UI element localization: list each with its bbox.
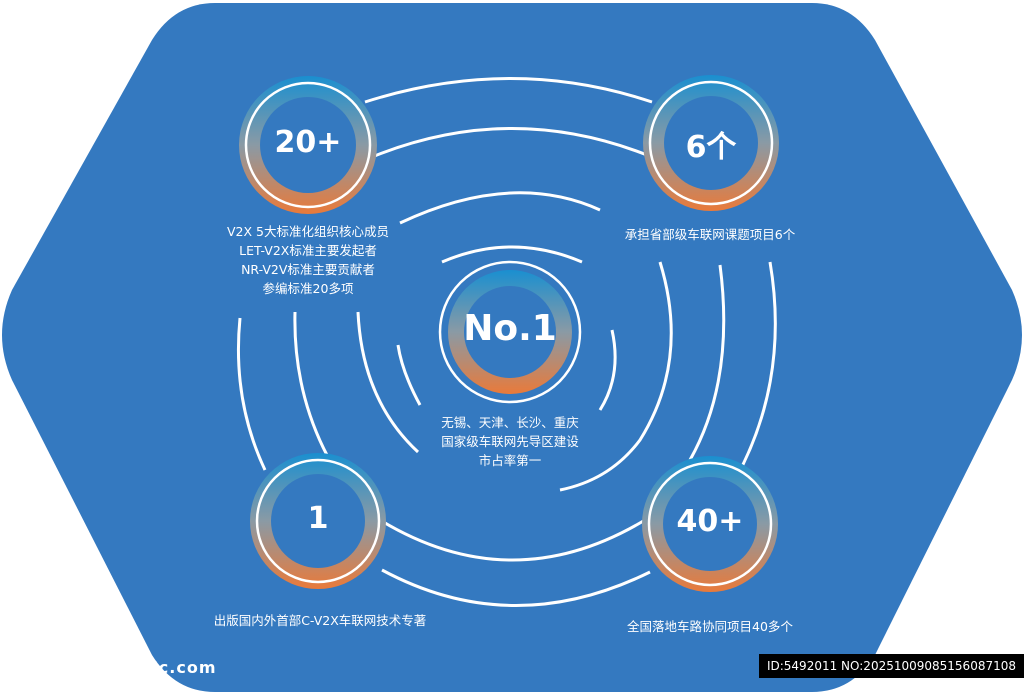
- arc-right-4: [598, 329, 617, 411]
- caption-line: 参编标准20多项: [262, 281, 354, 296]
- badge-top-left: [239, 76, 377, 214]
- arc-outer-top: [364, 77, 653, 104]
- concentric-arcs: [236, 77, 777, 607]
- arc-outer-bottom: [381, 568, 651, 607]
- badge-top-right: [643, 75, 779, 211]
- watermark-right: ID:5492011 NO:20251009085156087108: [758, 654, 1024, 678]
- badge-number-bottom-right: 40+: [676, 504, 744, 539]
- arc-right-1: [733, 261, 777, 481]
- arc-4-top: [441, 245, 583, 264]
- caption-line: 无锡、天津、长沙、重庆: [441, 415, 579, 430]
- caption-top-right: 承担省部级车联网课题项目6个: [600, 225, 820, 244]
- arc-3-top: [399, 191, 601, 225]
- caption-line: 承担省部级车联网课题项目6个: [624, 227, 796, 242]
- caption-line: V2X 5大标准化组织核心成员: [227, 224, 389, 239]
- arc-left-1: [236, 317, 267, 471]
- arc-right-2: [688, 264, 726, 461]
- caption-bottom-right: 全国落地车路协同项目40多个: [610, 617, 810, 636]
- caption-line: 国家级车联网先导区建设: [441, 434, 579, 449]
- caption-center: 无锡、天津、长沙、重庆 国家级车联网先导区建设 市占率第一: [415, 413, 605, 470]
- caption-line: 全国落地车路协同项目40多个: [627, 619, 793, 634]
- badge-bottom-right: [642, 456, 778, 592]
- badge-number-top-right: 6个: [685, 130, 737, 165]
- badge-number-center: No.1: [463, 308, 557, 349]
- watermark-left: 昵图网 www.nipic.com: [10, 658, 217, 677]
- caption-line: 出版国内外首部C-V2X车联网技术专著: [213, 613, 427, 628]
- badge-bottom-left: [250, 453, 386, 589]
- caption-top-left: V2X 5大标准化组织核心成员 LET-V2X标准主要发起者 NR-V2V标准主…: [208, 222, 408, 298]
- arc-left-3: [356, 311, 420, 454]
- badge-center: [438, 260, 582, 404]
- arc-left-4: [396, 344, 422, 406]
- arc-2-top: [371, 127, 653, 159]
- arc-bottom-2: [379, 518, 646, 562]
- arc-right-3: [559, 261, 673, 492]
- caption-line: 市占率第一: [478, 453, 542, 468]
- caption-line: NR-V2V标准主要贡献者: [241, 262, 375, 277]
- badge-number-top-left: 20+: [274, 125, 342, 160]
- caption-bottom-left: 出版国内外首部C-V2X车联网技术专著: [195, 611, 445, 630]
- badge-number-bottom-left: 1: [307, 501, 329, 536]
- caption-line: LET-V2X标准主要发起者: [239, 243, 377, 258]
